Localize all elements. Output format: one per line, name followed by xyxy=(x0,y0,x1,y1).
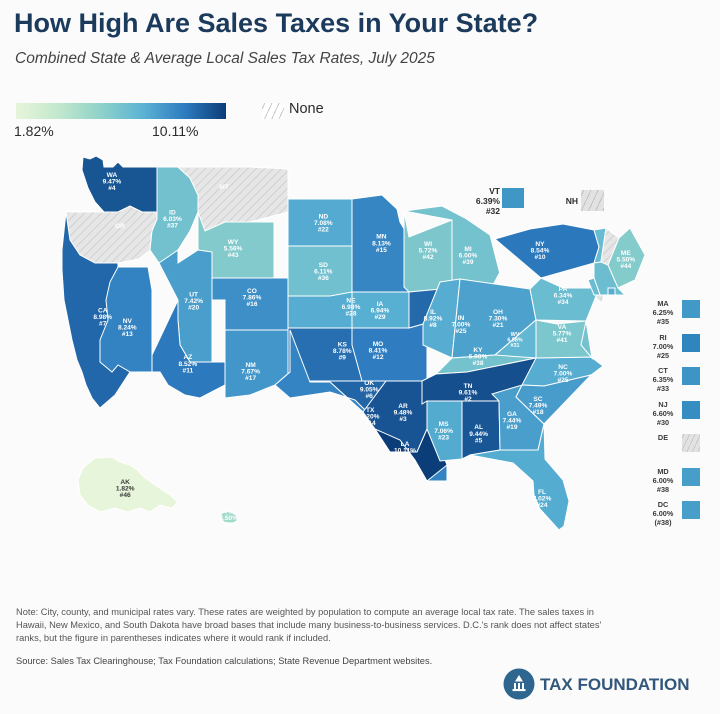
svg-text:HI4.50%#45: HI 4.50% #45 xyxy=(219,508,238,528)
svg-text:OR: OR xyxy=(115,223,125,230)
svg-text:MT: MT xyxy=(219,184,229,191)
svg-text:TAX FOUNDATION: TAX FOUNDATION xyxy=(540,675,690,694)
